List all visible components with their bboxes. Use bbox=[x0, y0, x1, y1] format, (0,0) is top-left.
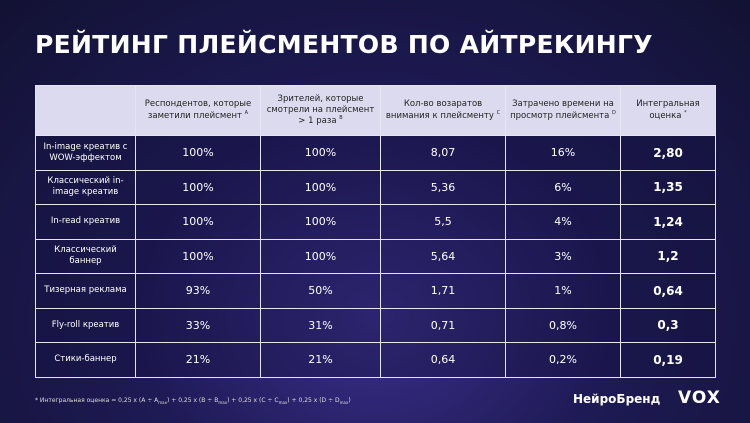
header-text: Затрачено времени на просмотр плейсмента bbox=[510, 99, 614, 121]
footnote-prefix: * Интегральная оценка = bbox=[35, 397, 117, 404]
header-sup: * bbox=[684, 110, 687, 117]
cell: 21% bbox=[135, 342, 261, 378]
cell: 100% bbox=[260, 135, 381, 171]
table-row: In-read креатив 100% 100% 5,5 4% 1,24 bbox=[35, 204, 716, 240]
cell: 1% bbox=[505, 273, 621, 309]
row-label: Fly-roll креатив bbox=[35, 307, 136, 343]
cell: 5,64 bbox=[380, 238, 506, 274]
cell: 0,19 bbox=[620, 342, 716, 378]
cell: 0,2% bbox=[505, 342, 621, 378]
logo-vox: VOX bbox=[678, 388, 721, 408]
term-post: ) + bbox=[287, 397, 297, 404]
table: Респондентов, которые заметили плейсмент… bbox=[35, 85, 716, 378]
header-cell: Респондентов, которые заметили плейсмент… bbox=[135, 85, 261, 136]
table-row: Классический in-image креатив 100% 100% 5,3… bbox=[35, 169, 716, 205]
term-post: ) + bbox=[227, 397, 237, 404]
cell: 4% bbox=[505, 204, 621, 240]
table-row: Стики-баннер 21% 21% 0,64 0,2% 0,19 bbox=[35, 342, 716, 378]
header-text: Зрителей, которые смотрели на плейсмент … bbox=[266, 94, 375, 127]
table-row: Fly-roll креатив 33% 31% 0,71 0,8% 0,3 bbox=[35, 307, 716, 343]
header-cell: Зрителей, которые смотрели на плейсмент … bbox=[260, 85, 381, 136]
corner-cell bbox=[35, 85, 136, 136]
header-sup: A bbox=[244, 110, 249, 117]
title: РЕЙТИНГ ПЛЕЙСМЕНТОВ ПО АЙТРЕКИНГУ bbox=[35, 30, 653, 59]
cell: 0,8% bbox=[505, 307, 621, 343]
term-sub: max bbox=[278, 400, 288, 406]
table-row: In-image креатив с WOW-эффектом 100% 100% 8… bbox=[35, 135, 716, 171]
header-text: Кол-во возаратов внимания к плейсменту bbox=[385, 99, 494, 121]
cell: 0,64 bbox=[620, 273, 716, 309]
cell: 21% bbox=[260, 342, 381, 378]
cell: 16% bbox=[505, 135, 621, 171]
header-text: Респондентов, которые заметили плейсмент bbox=[144, 99, 252, 121]
row-label: Стики-баннер bbox=[35, 342, 136, 378]
cell: 100% bbox=[260, 204, 381, 240]
cell: 100% bbox=[260, 169, 381, 205]
row-label: In-image креатив с WOW-эффектом bbox=[35, 135, 136, 171]
term-pre: 0,25 x (D ÷ D bbox=[298, 397, 340, 404]
header-sup: B bbox=[339, 115, 343, 122]
cell: 5,36 bbox=[380, 169, 506, 205]
header-cell: Затрачено времени на просмотр плейсмента… bbox=[505, 85, 621, 136]
cell: 100% bbox=[135, 204, 261, 240]
term-pre: 0,25 x (B ÷ B bbox=[178, 397, 219, 404]
cell: 33% bbox=[135, 307, 261, 343]
cell: 100% bbox=[135, 135, 261, 171]
cell: 3% bbox=[505, 238, 621, 274]
term-sub: max bbox=[339, 400, 349, 406]
header-cell: Интегральная оценка * bbox=[620, 85, 716, 136]
cell: 2,80 bbox=[620, 135, 716, 171]
cell: 1,71 bbox=[380, 273, 506, 309]
term-sub: max bbox=[218, 400, 228, 406]
term-post: ) + bbox=[167, 397, 177, 404]
table-row: Тизерная реклама 93% 50% 1,71 1% 0,64 bbox=[35, 273, 716, 309]
cell: 8,07 bbox=[380, 135, 506, 171]
header-sup: D bbox=[612, 110, 616, 117]
row-label: Тизерная реклама bbox=[35, 273, 136, 309]
term-post: ) bbox=[348, 397, 351, 404]
cell: 31% bbox=[260, 307, 381, 343]
term-pre: 0,25 x (A ÷ A bbox=[118, 397, 159, 404]
header-text: Интегральная оценка bbox=[636, 99, 700, 121]
row-label: Классический баннер bbox=[35, 238, 136, 274]
cell: 100% bbox=[135, 238, 261, 274]
term-pre: 0,25 x (C ÷ C bbox=[238, 397, 279, 404]
cell: 1,24 bbox=[620, 204, 716, 240]
cell: 6% bbox=[505, 169, 621, 205]
cell: 0,64 bbox=[380, 342, 506, 378]
header-row: Респондентов, которые заметили плейсмент… bbox=[35, 85, 716, 136]
row-label: Классический in-image креатив bbox=[35, 169, 136, 205]
table-body: In-image креатив с WOW-эффектом 100% 100% 8… bbox=[35, 135, 716, 378]
header-cell: Кол-во возаратов внимания к плейсменту C bbox=[380, 85, 506, 136]
table-row: Классический баннер 100% 100% 5,64 3% 1,2 bbox=[35, 238, 716, 274]
cell: 0,3 bbox=[620, 307, 716, 343]
logo-neirobrend: НейроБренд bbox=[573, 392, 661, 406]
cell: 5,5 bbox=[380, 204, 506, 240]
cell: 1,35 bbox=[620, 169, 716, 205]
cell: 100% bbox=[260, 238, 381, 274]
footnote: * Интегральная оценка = 0,25 x (A ÷ Amax… bbox=[35, 397, 351, 405]
header-sup: C bbox=[496, 110, 501, 117]
cell: 0,71 bbox=[380, 307, 506, 343]
cell: 100% bbox=[135, 169, 261, 205]
term-sub: max bbox=[158, 400, 167, 406]
cell: 93% bbox=[135, 273, 261, 309]
cell: 50% bbox=[260, 273, 381, 309]
cell: 1,2 bbox=[620, 238, 716, 274]
row-label: In-read креатив bbox=[35, 204, 136, 240]
